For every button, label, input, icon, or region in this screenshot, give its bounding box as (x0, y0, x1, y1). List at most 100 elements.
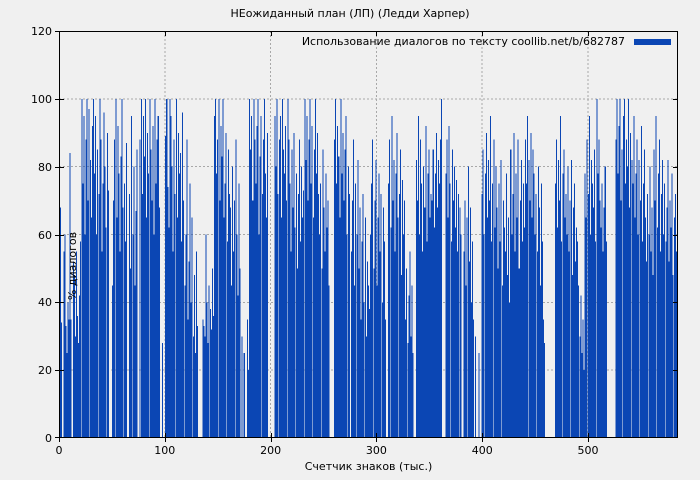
impulse-bar (358, 268, 360, 438)
impulse-bar (417, 115, 419, 438)
impulse-bar (515, 173, 517, 438)
impulse-bar (82, 183, 84, 439)
impulse-bar (430, 193, 432, 438)
impulse-bar (152, 125, 154, 438)
impulse-bar (321, 268, 323, 438)
impulse-bar (308, 139, 310, 438)
impulse-bar (525, 139, 527, 438)
impulse-bar (497, 268, 499, 438)
impulse-bar (92, 98, 94, 438)
x-tick-label: 500 (577, 444, 599, 457)
impulse-bar (104, 166, 106, 439)
impulse-bar (370, 234, 372, 438)
impulse-bar (141, 193, 143, 438)
impulse-bar (350, 251, 352, 438)
impulse-bar (274, 115, 276, 438)
impulse-bar (594, 149, 596, 438)
impulse-bar (116, 217, 118, 438)
impulse-bar (186, 139, 188, 438)
impulse-bar (532, 149, 534, 438)
impulse-bar (605, 241, 607, 438)
impulse-bar (491, 241, 493, 438)
impulse-bar (427, 173, 429, 438)
impulse-bar (210, 329, 212, 438)
impulse-bar (565, 193, 567, 438)
impulse-bar (303, 190, 305, 438)
impulse-bar (142, 115, 144, 438)
impulse-bar (506, 173, 508, 438)
impulse-bar (492, 183, 494, 439)
impulse-bar (481, 193, 483, 438)
impulse-bar (570, 159, 572, 438)
impulse-bar (434, 173, 436, 438)
impulse-bar (335, 98, 337, 438)
impulse-bar (375, 159, 377, 438)
impulse-bar (134, 285, 136, 439)
impulse-bar (638, 159, 640, 438)
impulse-bar (487, 159, 489, 438)
impulse-bar (284, 173, 286, 438)
impulse-bar (251, 115, 253, 438)
impulse-bar (233, 251, 235, 438)
impulse-bar (656, 227, 658, 438)
impulse-bar (587, 193, 589, 438)
impulse-bar (459, 207, 461, 438)
impulse-bar (404, 200, 406, 438)
impulse-bar (667, 159, 669, 438)
impulse-bar (628, 98, 630, 438)
impulse-bar (657, 173, 659, 438)
impulse-bar (446, 139, 448, 438)
impulse-bar (94, 173, 96, 438)
impulse-bar (323, 207, 325, 438)
impulse-bar (157, 115, 159, 438)
impulse-bar (207, 343, 209, 438)
impulse-bar (363, 302, 365, 438)
impulse-bar (542, 241, 544, 438)
impulse-bar (288, 139, 290, 438)
impulse-bar (538, 207, 540, 438)
impulse-bar (79, 295, 81, 438)
impulse-bar (463, 251, 465, 438)
impulse-bar (653, 149, 655, 438)
impulse-bar (145, 98, 147, 438)
impulse-bar (227, 149, 229, 438)
impulse-bar (647, 193, 649, 438)
impulse-bar (619, 98, 621, 438)
impulse-bar (295, 173, 297, 438)
impulse-bar (185, 234, 187, 438)
impulse-bar (466, 217, 468, 438)
legend-line-swatch (634, 38, 671, 45)
impulse-bar (290, 251, 292, 438)
impulse-bar (563, 149, 565, 438)
impulse-bar (250, 149, 252, 438)
impulse-bar (218, 98, 220, 438)
impulse-bar (440, 139, 442, 438)
impulse-bar (95, 115, 97, 438)
impulse-bar (97, 149, 99, 438)
impulse-bar (522, 183, 524, 439)
impulse-bar (541, 183, 543, 439)
impulse-bar (209, 309, 211, 438)
impulse-bar (537, 166, 539, 439)
impulse-bar (433, 227, 435, 438)
impulse-bar (495, 166, 497, 439)
impulse-bar (356, 234, 358, 438)
impulse-bar (249, 98, 251, 438)
impulse-bar (640, 125, 642, 438)
impulse-bar (86, 98, 88, 438)
impulse-bar (450, 241, 452, 438)
impulse-bar (156, 139, 158, 438)
x-tick-label: 400 (471, 444, 493, 457)
impulse-bar (410, 336, 412, 438)
impulse-bar (77, 315, 79, 438)
impulse-bar (101, 251, 103, 438)
impulse-bar (621, 149, 623, 438)
impulse-bar (301, 166, 303, 439)
impulse-bar (150, 149, 152, 438)
impulse-bar (468, 261, 470, 438)
impulse-bar (175, 98, 177, 438)
x-tick-label: 0 (55, 444, 63, 457)
impulse-bar (267, 132, 269, 438)
impulse-bar (564, 217, 566, 438)
impulse-bar (296, 268, 298, 438)
